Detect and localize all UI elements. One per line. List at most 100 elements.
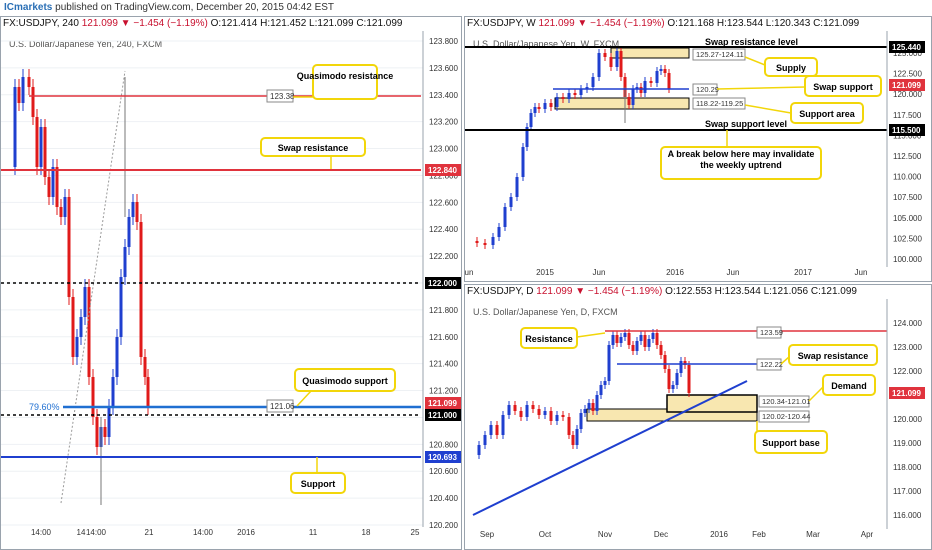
daily-ohlc: O:122.553 H:123.544 L:121.056 C:121.099 — [665, 286, 857, 297]
h4-candle-body — [71, 297, 75, 357]
weekly-candle-body — [649, 81, 653, 83]
callout-support-base: Support base — [754, 421, 828, 454]
axis-price-tag-label: 121.000 — [428, 411, 457, 420]
h4-candle-body — [91, 377, 95, 417]
h4-candle-body — [143, 357, 147, 377]
weekly-candle-body — [603, 53, 607, 57]
callout-swap-support: Swap support — [716, 75, 882, 97]
h4-candle-body — [95, 417, 99, 447]
daily-candle-body — [619, 337, 623, 343]
axis-price-tag — [425, 164, 461, 176]
daily-candle-body — [549, 411, 553, 421]
daily-candle-body — [611, 335, 615, 345]
daily-candle-body — [495, 425, 499, 435]
price-tick-label: 123.600 — [429, 64, 458, 73]
weekly-time-axis[interactable]: un 2015 Jun 2016 Jun 2017 Jun — [465, 268, 868, 277]
weekly-candle-body — [627, 97, 631, 105]
callout-supply: Supply — [744, 56, 818, 77]
h4-candle-body — [87, 287, 91, 377]
daily-symbol: FX:USDJPY, D — [467, 286, 534, 297]
h4-candle-body — [135, 202, 139, 222]
time-tick-label: 2017 — [794, 268, 812, 277]
level-tag-box — [266, 399, 294, 413]
h4-candle-body — [146, 377, 150, 407]
weekly-price-axis[interactable]: 125.000122.500120.000117.500115.000112.5… — [886, 31, 925, 267]
daily-candle-body — [683, 361, 687, 365]
daily-trendline — [472, 380, 748, 516]
price-tick-label: 120.000 — [893, 90, 922, 99]
daily-candle-body — [537, 409, 541, 415]
daily-demand-zone — [666, 394, 758, 413]
daily-candle-body — [513, 405, 517, 411]
weekly-supply-zone — [610, 47, 690, 59]
h4-candle-body — [27, 77, 31, 87]
weekly-candle-body — [509, 197, 513, 207]
weekly-candle-body — [491, 237, 495, 245]
h4-candle-body — [59, 207, 63, 217]
h4-chart: U.S. Dollar/Japanese Yen, 240, FXCM 79.6… — [1, 31, 461, 537]
daily-stats: 121.099 ▼ −1.454 (−1.19%) — [536, 286, 663, 297]
axis-price-tag — [425, 397, 461, 409]
price-tick-label: 117.000 — [893, 487, 922, 496]
publisher-name[interactable]: ICmarkets — [4, 2, 53, 13]
axis-price-tag — [889, 387, 925, 399]
h4-candle-body — [21, 77, 25, 103]
price-tick-label: 105.000 — [893, 214, 922, 223]
time-tick-label: Jun — [593, 268, 606, 277]
fib-line — [60, 70, 126, 504]
price-tick-label: 110.000 — [893, 173, 922, 182]
h4-candle-body — [139, 222, 143, 357]
publish-header: ICmarkets published on TradingView.com, … — [0, 0, 932, 16]
daily-candle-body — [567, 417, 571, 435]
daily-candle-body — [507, 405, 511, 415]
h4-price-axis[interactable]: 123.800 123.600 123.400 123.200 123.000 122.8… — [422, 31, 461, 530]
h4-time-axis[interactable]: 14:00 14 14:00 21 14:00 2016 11 18 25 — [31, 528, 420, 537]
weekly-chart-panel[interactable]: FX:USDJPY, W 121.099 ▼ −1.454 (−1.19%) O… — [464, 16, 932, 282]
h4-chart-panel[interactable]: FX:USDJPY, 240 121.099 ▼ −1.454 (−1.19%)… — [0, 16, 462, 550]
h4-candle-body — [79, 317, 83, 337]
weekly-candle-body — [591, 77, 595, 87]
time-tick-label: Jun — [855, 268, 868, 277]
axis-price-tag-label: 121.099 — [892, 389, 921, 398]
daily-candle-body — [659, 345, 663, 355]
time-tick-label: 14:00 — [31, 528, 52, 537]
level-tag-box — [692, 48, 746, 61]
level-tag-box — [758, 410, 810, 423]
price-tick-label: 123.800 — [429, 37, 458, 46]
daily-candle-body — [651, 333, 655, 339]
callout-text: Supply — [776, 63, 806, 73]
price-tick-label: 120.800 — [429, 440, 458, 449]
daily-candle-body — [643, 335, 647, 347]
axis-price-tag-label: 121.099 — [892, 81, 921, 90]
daily-price-axis[interactable]: 124.000123.000122.000121.000120.000119.0… — [886, 299, 925, 529]
weekly-candle-body — [615, 51, 619, 67]
callout-text: Quasimodo resistance — [297, 71, 394, 81]
time-tick-label: 2016 — [666, 268, 684, 277]
weekly-candle-body — [659, 69, 663, 71]
axis-price-tag — [889, 41, 925, 53]
price-tick-label: 116.000 — [893, 511, 922, 520]
h4-candle-body — [119, 277, 123, 337]
weekly-candle-body — [537, 107, 541, 109]
price-tick-label: 122.000 — [893, 367, 922, 376]
weekly-candle-body — [655, 71, 659, 83]
daily-time-axis[interactable]: Sep Oct Nov Dec 2016 Feb Mar Apr — [480, 530, 874, 539]
weekly-candle-body — [631, 89, 635, 105]
daily-candle-body — [627, 333, 631, 345]
daily-chart-panel[interactable]: FX:USDJPY, D 121.099 ▼ −1.454 (−1.19%) O… — [464, 284, 932, 550]
time-tick-label: Oct — [539, 530, 552, 539]
price-tick-label: 118.000 — [893, 463, 922, 472]
daily-candle-body — [587, 403, 591, 409]
weekly-candle-body — [555, 97, 559, 107]
weekly-candle-body — [475, 241, 479, 243]
level-tag-box — [692, 83, 718, 96]
time-tick-label: 14:00 — [193, 528, 214, 537]
daily-candles — [477, 329, 691, 459]
callout-text: Resistance — [525, 334, 573, 344]
callout-support-area: Support area — [744, 102, 864, 124]
time-tick-label: Feb — [752, 530, 766, 539]
callout-text: A break below here may invalidate the we… — [667, 149, 815, 170]
level-tag: 118.22-119.25 — [696, 99, 743, 108]
weekly-candle-body — [567, 93, 571, 99]
daily-candle-body — [623, 333, 627, 337]
